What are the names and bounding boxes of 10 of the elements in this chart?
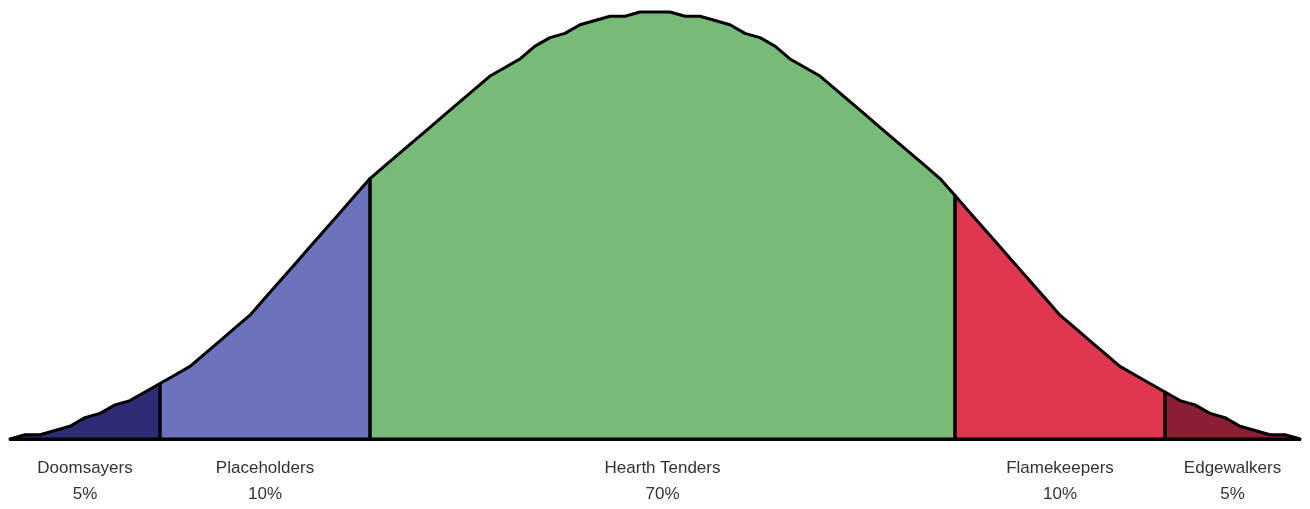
text: 5% (72, 483, 98, 503)
series-label: Hearth Tenders (604, 457, 721, 477)
series-label: Doomsayers (37, 457, 133, 477)
series-label: Placeholders (215, 457, 315, 477)
series-label: Flamekeepers (1006, 457, 1114, 477)
series-label: Edgewalkers (1183, 457, 1282, 477)
text: 5% (1220, 483, 1245, 503)
text: 10% (247, 483, 283, 503)
text: 70% (645, 483, 680, 503)
text: 10% (1042, 483, 1078, 503)
